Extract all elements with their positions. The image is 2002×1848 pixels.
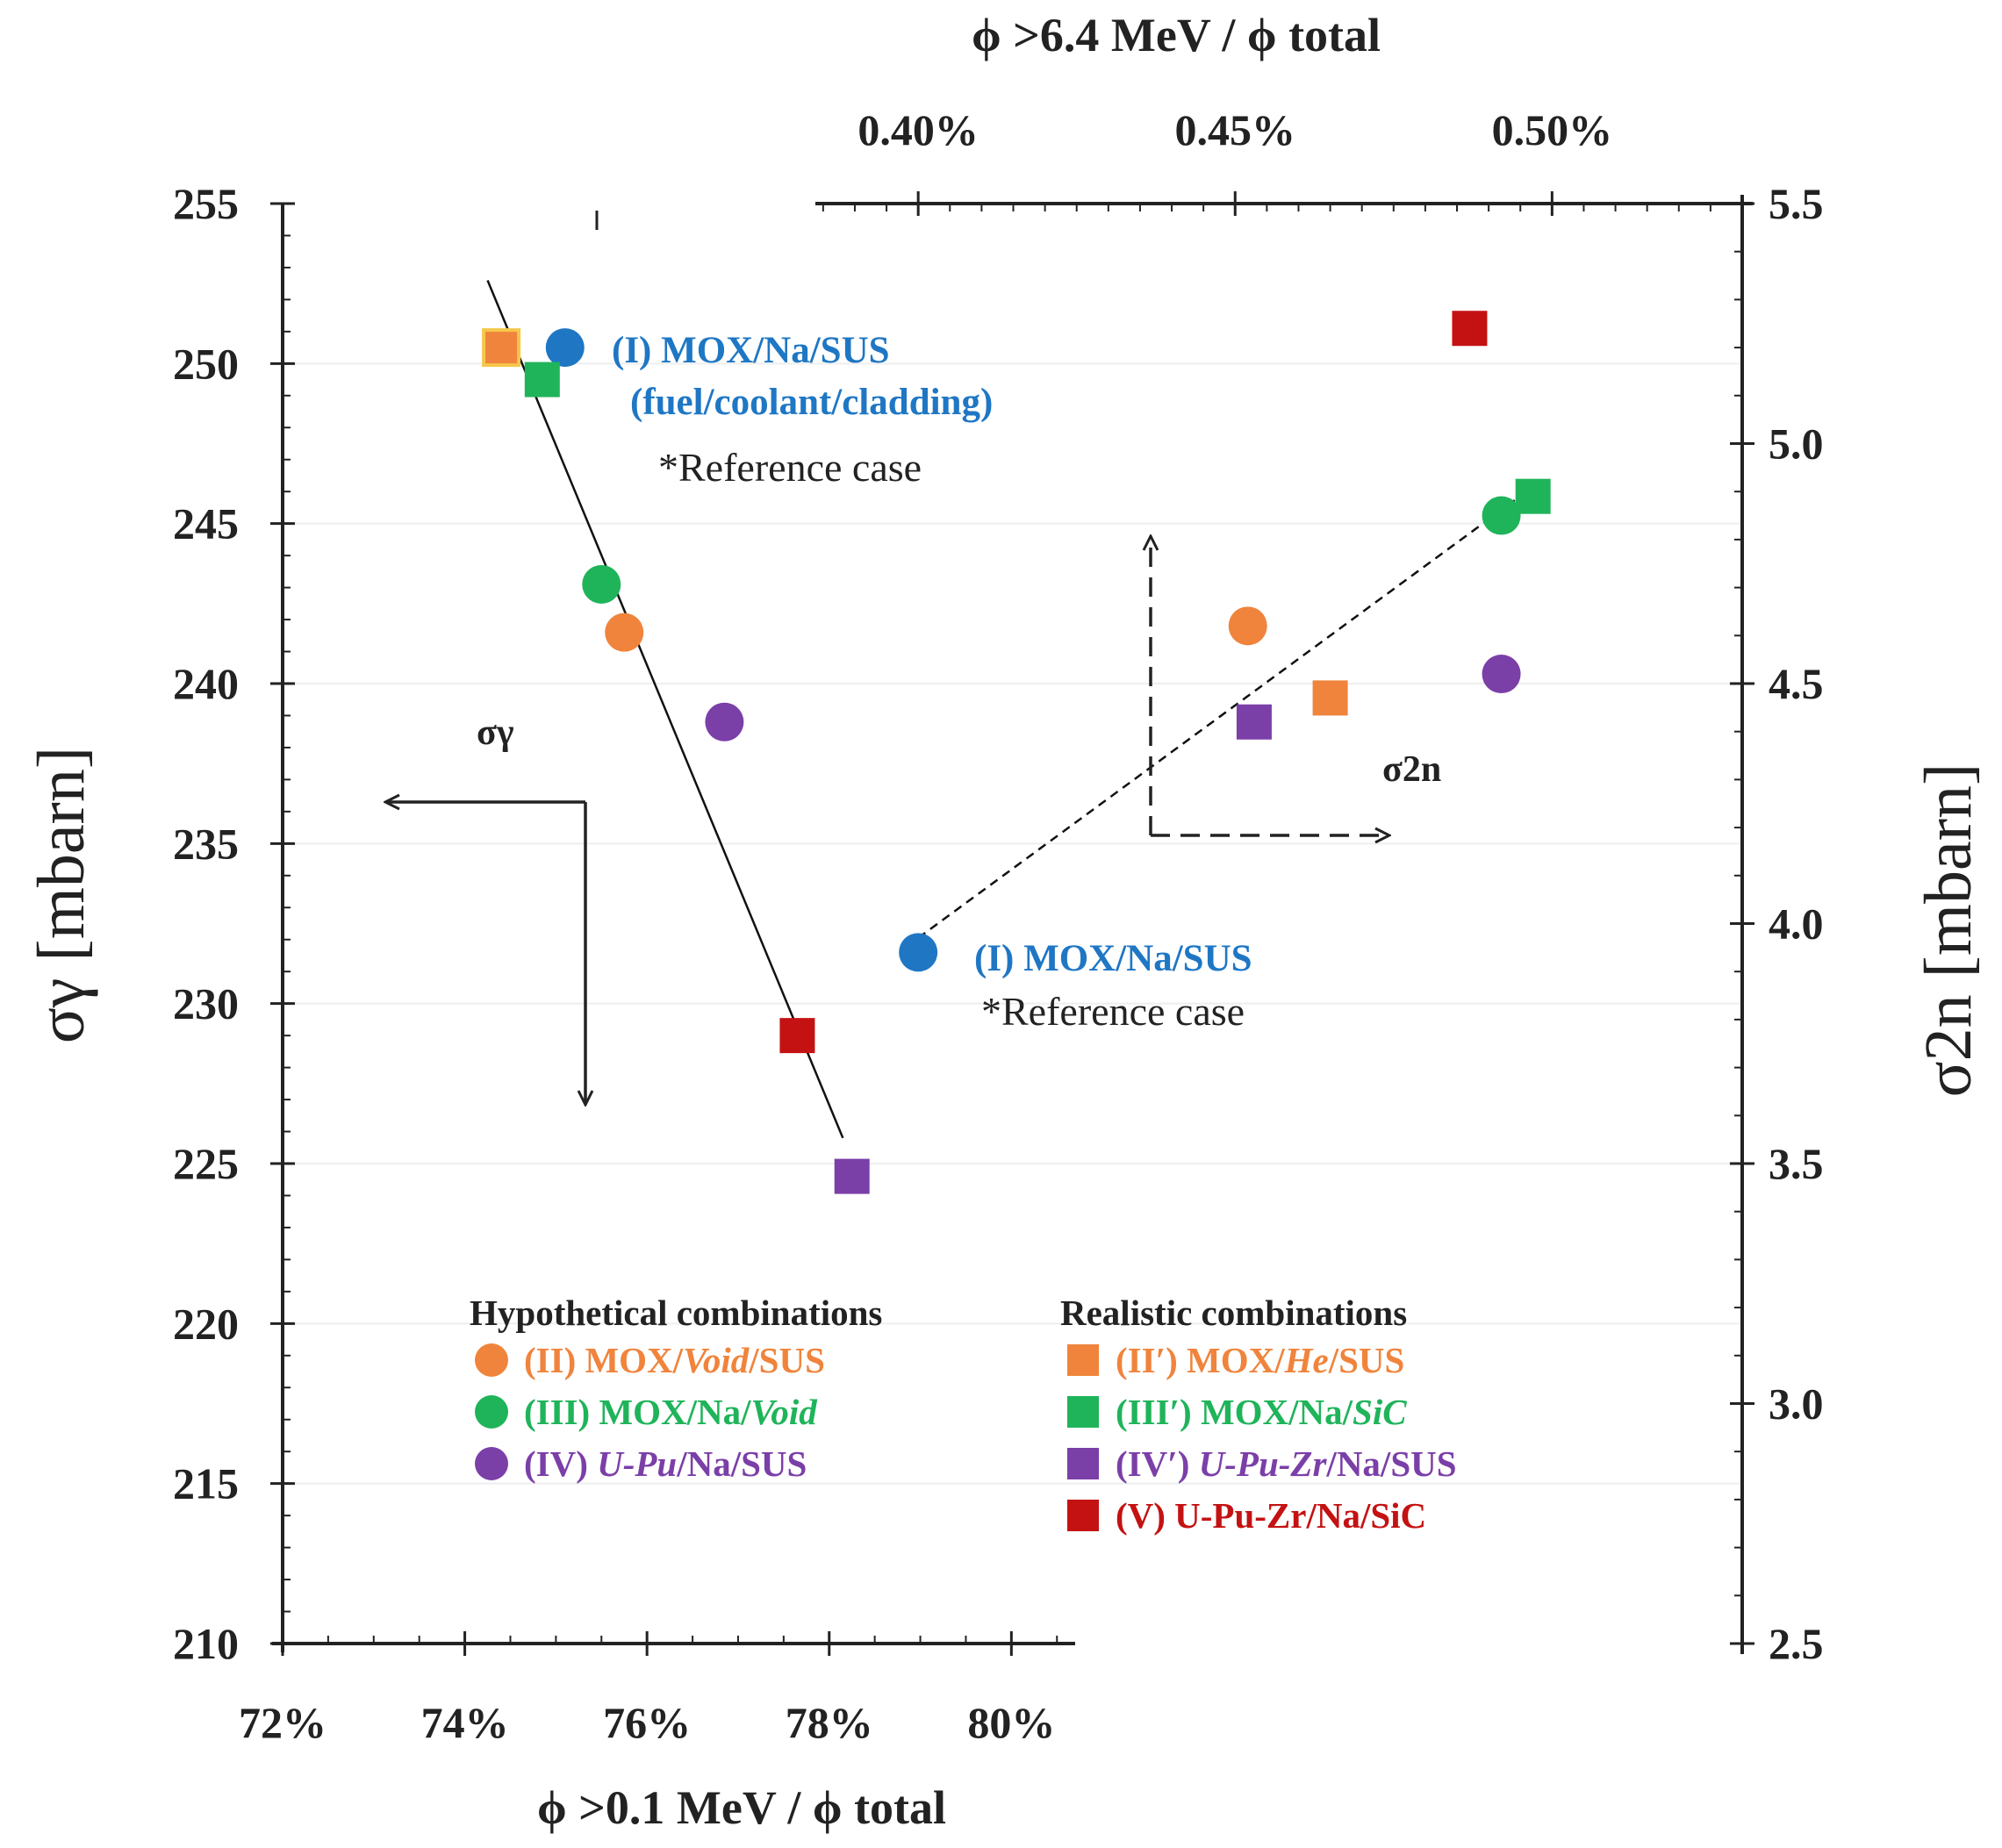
sigma-2n-point-iv: [1482, 655, 1521, 694]
gridlines: [283, 362, 1742, 1485]
left-tick-label: 225: [173, 1139, 239, 1188]
sigma-gamma-trend-line: [486, 280, 844, 1139]
sigma-2n-trend-line: [917, 487, 1533, 939]
hypothetical-legend-marker-1: [475, 1395, 508, 1429]
axes: 210 215 220 225 230 235 240 245 250 255 2.5 3.0 3.5 4…: [173, 105, 1824, 1747]
realistic-legend-label-3: (V) U-Pu-Zr/Na/SiC: [1116, 1495, 1426, 1536]
sigma-2n-point-iiip: [1515, 478, 1551, 514]
left-tick-label: 240: [173, 659, 239, 708]
realistic-legend-marker-0: [1067, 1344, 1099, 1376]
reference-sublabel-top: (fuel/coolant/cladding): [630, 382, 993, 423]
sigma-2n-point-ii: [1228, 606, 1267, 646]
left-tick-label: 210: [173, 1619, 239, 1668]
sigma-2n-point-ivp: [1236, 704, 1272, 740]
right-tick-label: 2.5: [1769, 1619, 1824, 1668]
sigma-2n-label: σ2n: [1382, 749, 1441, 790]
sigma-gamma-point-iip: [482, 328, 521, 368]
sigma-gamma-point-iii: [582, 564, 621, 604]
right-tick-label: 3.5: [1769, 1139, 1824, 1188]
right-tick-label: 4.0: [1769, 899, 1824, 949]
left-tick-label: 245: [173, 499, 239, 548]
realistic-legend-marker-1: [1067, 1396, 1099, 1428]
bottom-axis-title: ϕ >0.1 MeV / ϕ total: [537, 1781, 946, 1834]
sigma-2n-point-iip: [1312, 680, 1348, 716]
sigma-2n-direction-arrows: [1151, 537, 1388, 835]
reference-note-top: *Reference case: [658, 445, 922, 490]
bottom-tick-label: 78%: [786, 1698, 873, 1747]
right-tick-label: 5.0: [1769, 419, 1824, 469]
hypothetical-legend-label-2: (IV) U-Pu/Na/SUS: [524, 1443, 807, 1484]
sigma-gamma-point-iv: [705, 702, 744, 741]
sigma-2n-point-i: [899, 933, 938, 972]
realistic-legend-label-1: (III′) MOX/Na/SiC: [1116, 1392, 1407, 1432]
left-tick-label: 255: [173, 179, 239, 228]
hypothetical-legend-marker-0: [475, 1343, 508, 1377]
left-tick-label: 250: [173, 339, 239, 388]
hypothetical-legend-label-1: (III) MOX/Na/Void: [524, 1392, 817, 1432]
left-tick-label: 230: [173, 979, 239, 1028]
right-tick-label: 3.0: [1769, 1379, 1824, 1429]
bottom-tick-label: 80%: [967, 1698, 1055, 1747]
sigma-gamma-point-i: [545, 328, 585, 368]
realistic-legend-marker-3: [1067, 1500, 1099, 1531]
top-axis-title: ϕ >6.4 MeV / ϕ total: [972, 9, 1381, 61]
sigma-2n-point-iii: [1482, 496, 1521, 535]
reference-label-top: (I) MOX/Na/SUS: [612, 330, 890, 371]
left-tick-label: 215: [173, 1459, 239, 1508]
right-axis-title: σ2n [mbarn]: [1912, 763, 1985, 1098]
trend-lines: [486, 280, 1533, 1139]
right-tick-label: 5.5: [1769, 179, 1824, 228]
hypothetical-legend-marker-2: [475, 1447, 508, 1480]
realistic-legend-label-0: (II′) MOX/He/SUS: [1116, 1340, 1404, 1380]
legend-realistic-title: Realistic combinations: [1060, 1293, 1407, 1333]
left-axis-title: σγ [mbarn]: [25, 747, 98, 1043]
sigma-gamma-label: σγ: [477, 713, 514, 753]
reference-label-bottom: (I) MOX/Na/SUS: [974, 938, 1252, 979]
sigma-2n-point-v: [1452, 311, 1488, 347]
top-tick-label: 0.50%: [1492, 105, 1613, 154]
sigma-gamma-point-iiip: [524, 362, 560, 398]
top-tick-label: 0.40%: [857, 105, 979, 154]
bottom-tick-label: 74%: [421, 1698, 509, 1747]
hypothetical-legend-label-0: (II) MOX/Void/SUS: [524, 1340, 825, 1380]
left-tick-label: 235: [173, 819, 239, 868]
sigma-gamma-point-v: [779, 1018, 815, 1054]
top-tick-label: 0.45%: [1175, 105, 1296, 154]
sigma-gamma-point-ii: [605, 612, 644, 652]
bottom-tick-label: 76%: [603, 1698, 691, 1747]
bottom-tick-label: 72%: [239, 1698, 326, 1747]
left-tick-label: 220: [173, 1299, 239, 1348]
sigma-gamma-point-ivp: [834, 1158, 870, 1194]
data-points: [482, 311, 1551, 1194]
right-tick-label: 4.5: [1769, 659, 1824, 708]
legend-hypothetical-title: Hypothetical combinations: [470, 1293, 882, 1333]
realistic-legend-label-2: (IV′) U-Pu-Zr/Na/SUS: [1116, 1443, 1457, 1484]
sigma-gamma-direction-arrows: [386, 802, 585, 1104]
realistic-legend-marker-2: [1067, 1448, 1099, 1479]
legend: (II) MOX/Void/SUS (III) MOX/Na/Void (IV) U…: [475, 1340, 1457, 1536]
reference-note-bottom: *Reference case: [981, 989, 1245, 1034]
